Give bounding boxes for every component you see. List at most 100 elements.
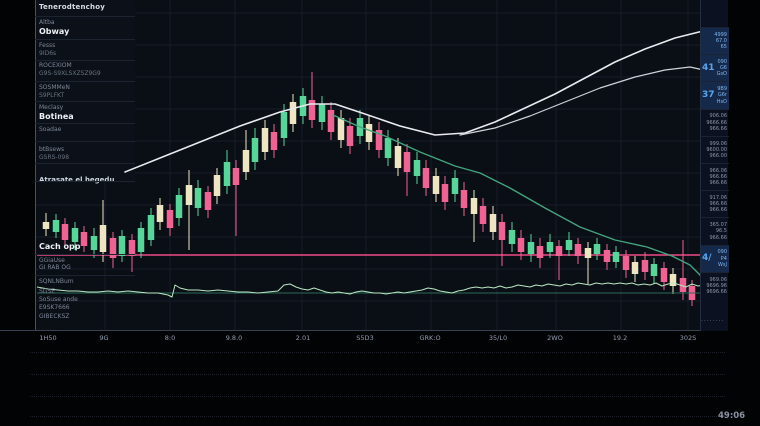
candle-body	[641, 260, 649, 272]
sidebar-text: ROCEXIOM	[39, 62, 72, 69]
price-values: 917.06 966.66 966.66	[709, 194, 728, 214]
sidebar-divider	[35, 39, 135, 40]
time-axis-label: S5D3	[356, 334, 374, 342]
candle-body	[574, 244, 582, 256]
candle-body	[242, 150, 250, 172]
sidebar-text: G9S-S9XLSXZSZ9G9	[39, 70, 101, 77]
candle-body	[498, 222, 506, 240]
price-badge-row: 4999 67.0 65	[701, 27, 729, 55]
time-axis-label: 2.01	[295, 334, 311, 342]
sidebar-text: Cach opp	[39, 242, 81, 251]
price-scale-row: 365.07 96.5 966.66	[701, 217, 729, 244]
sidebar-text: SGSE	[39, 288, 56, 295]
candle-body	[52, 220, 60, 232]
sidebar-text: Atrasate el hegedu	[39, 176, 115, 184]
candle-body	[118, 236, 126, 256]
chart-background	[35, 0, 700, 330]
sidebar-bottom-item[interactable]: SGSE	[39, 288, 134, 295]
ma-white-primary	[124, 29, 713, 173]
price-scale-row: 906.06 9666.66 966.66	[701, 108, 729, 136]
sidebar-bottom-item[interactable]: SoSuse ande	[39, 296, 134, 303]
sidebar-text: E9SK7666	[39, 304, 70, 311]
candle-body	[593, 244, 601, 254]
candle-body	[327, 110, 335, 132]
sidebar-item[interactable]: SOSMMeN S9PLFKT	[39, 84, 134, 99]
candle-body	[137, 228, 145, 252]
price-values: 4999 67.0 65	[714, 31, 727, 51]
sidebar-bottom-item[interactable]: E9SK7666	[39, 304, 134, 311]
candle-body	[71, 228, 79, 242]
candle-body	[403, 152, 411, 172]
sidebar-item[interactable]: Fesss 9ID6s	[39, 42, 134, 57]
candle-body	[318, 104, 326, 122]
candle-body	[517, 238, 525, 252]
price-scale-dots: ········	[701, 318, 725, 325]
candle-body	[213, 175, 221, 196]
time-axis-label: 8:0	[164, 334, 176, 342]
candle-body	[308, 100, 316, 120]
time-axis-label: 302S	[679, 334, 697, 342]
candle-body	[232, 168, 240, 185]
sidebar-divider	[35, 275, 135, 276]
price-badge-row: 41 090 G6 GsO	[701, 54, 729, 82]
sidebar-text: GIBECKSZ	[39, 313, 70, 320]
sidebar-bottom-item[interactable]: Cach opp	[39, 241, 134, 251]
session-clock: 49:06	[718, 411, 746, 421]
time-axis-label: 19.2	[612, 334, 628, 342]
price-values: 906.06 9666.66 966.66	[706, 113, 727, 132]
candle-body	[365, 124, 373, 142]
candle-body	[42, 222, 50, 229]
sidebar-item[interactable]: Atrasate el hegedu	[39, 167, 134, 186]
sidebar-bottom-item[interactable]: GGiaUse	[39, 257, 134, 264]
sidebar-text: Obway	[39, 27, 70, 36]
price-values: 999.06 9600.00 966.00	[706, 140, 727, 160]
price-scale-panel[interactable]: 4999 67.0 65 41 090 G6 GsO 37 9B9 G6r HsO 906.06 966…	[700, 0, 729, 331]
sidebar-text: btBsews	[39, 146, 65, 153]
dotted-gridline	[30, 352, 725, 353]
candle-body	[555, 246, 563, 256]
candle-body	[194, 188, 202, 208]
price-scale-row: 999.06 9600.00 966.00	[701, 135, 729, 163]
sidebar-item[interactable]: btBsews GSRS-098	[39, 146, 134, 161]
price-badge: 37	[702, 89, 715, 100]
candle-body	[603, 250, 611, 262]
candle-body	[204, 192, 212, 210]
dotted-gridline	[30, 374, 725, 375]
sidebar-divider	[35, 141, 135, 142]
candle-body	[261, 128, 269, 152]
sidebar-background	[35, 0, 135, 183]
candle-body	[622, 256, 630, 270]
candle-body	[185, 185, 193, 205]
sidebar-divider	[35, 163, 135, 164]
sidebar-item[interactable]: Soadae	[39, 126, 134, 133]
ma-green	[332, 114, 709, 291]
sidebar-bottom-item[interactable]: SQNLNBum	[39, 278, 134, 285]
candle-body	[394, 146, 402, 168]
price-values: 365.07 96.5 966.66	[709, 222, 728, 241]
sidebar-item[interactable]: Meclasy Botinea	[39, 104, 134, 121]
price-badge-row: 37 9B9 G6r HsO	[701, 81, 729, 109]
candle-body	[470, 198, 478, 214]
sidebar-text: Fesss	[39, 42, 56, 49]
candle-body	[280, 112, 288, 138]
sidebar-text: SQNLNBum	[39, 278, 74, 285]
candle-body	[508, 230, 516, 244]
time-axis-label: 1H50	[39, 334, 57, 342]
price-values: 966.06 966.66 966.66	[709, 167, 728, 187]
candle-body	[679, 278, 687, 292]
sidebar-bottom-item[interactable]: GI RAB OG	[39, 264, 134, 271]
candle-body	[536, 246, 544, 258]
sidebar-divider	[35, 254, 135, 255]
sidebar-text: Altba	[39, 19, 55, 26]
sidebar-text: GSRS-098	[39, 154, 70, 161]
candle-body	[337, 118, 345, 140]
sidebar-text: 9ID6s	[39, 50, 57, 57]
candle-body	[346, 126, 354, 146]
sidebar-text: GI RAB OG	[39, 264, 71, 271]
candle-body	[479, 206, 487, 224]
candle-body	[251, 138, 259, 162]
sidebar-item[interactable]: ROCEXIOM G9S-S9XLSXZSZ9G9	[39, 62, 134, 77]
sidebar-item[interactable]: Altba Obway	[39, 19, 134, 36]
sidebar-bottom-item[interactable]: GIBECKSZ	[39, 313, 134, 320]
